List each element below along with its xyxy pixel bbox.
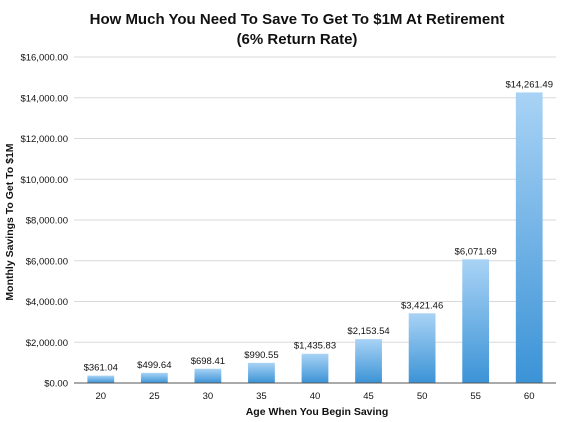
- data-label-age-60: $14,261.49: [505, 79, 553, 90]
- data-labels: $361.04 $499.64 $698.41 $990.55 $1,435.83 $2,…: [84, 79, 553, 373]
- chart-title: How Much You Need To Save To Get To $1M …: [90, 11, 505, 28]
- chart-subtitle: (6% Return Rate): [237, 31, 358, 48]
- bar-age-60: [515, 92, 543, 383]
- y-tick-label: $16,000.00: [20, 53, 68, 64]
- y-axis-ticks: $0.00 $2,000.00 $4,000.00 $6,000.00 $8,000.0…: [20, 53, 68, 390]
- data-label-age-20: $361.04: [84, 363, 118, 374]
- y-tick-label: $14,000.00: [20, 93, 68, 104]
- x-tick-label: 50: [417, 391, 428, 402]
- data-label-age-55: $6,071.69: [455, 246, 497, 257]
- bar-age-40: [301, 353, 329, 383]
- data-label-age-25: $499.64: [137, 360, 171, 371]
- y-tick-label: $8,000.00: [26, 216, 68, 227]
- x-tick-label: 35: [256, 391, 267, 402]
- x-tick-label: 45: [363, 391, 374, 402]
- bar-age-55: [462, 259, 490, 383]
- bar-age-25: [140, 372, 168, 383]
- data-label-age-45: $2,153.54: [347, 326, 389, 337]
- bar-age-35: [248, 362, 275, 383]
- y-axis-title: Monthly Savings To Get To $1M: [4, 143, 16, 300]
- data-label-age-50: $3,421.46: [401, 300, 443, 311]
- y-tick-label: $4,000.00: [26, 297, 68, 308]
- x-tick-label: 30: [203, 391, 214, 402]
- data-label-age-35: $990.55: [244, 350, 278, 361]
- x-axis-title: Age When You Begin Saving: [246, 406, 389, 418]
- y-tick-label: $10,000.00: [20, 175, 68, 186]
- gridlines: [74, 56, 556, 343]
- x-tick-label: 40: [310, 391, 321, 402]
- bar-age-45: [355, 339, 382, 383]
- x-axis-ticks: 20 25 30 35 40 45 50 55 60: [95, 391, 534, 402]
- x-tick-label: 60: [524, 391, 535, 402]
- bar-age-50: [408, 313, 436, 383]
- y-tick-label: $12,000.00: [20, 134, 68, 145]
- data-label-age-30: $698.41: [191, 356, 225, 367]
- x-tick-label: 25: [149, 391, 160, 402]
- x-tick-label: 55: [470, 391, 481, 402]
- y-tick-label: $6,000.00: [26, 256, 68, 267]
- bar-age-20: [87, 375, 115, 383]
- y-tick-label: $2,000.00: [26, 338, 68, 349]
- y-tick-label: $0.00: [44, 379, 68, 390]
- bar-age-30: [194, 368, 222, 383]
- bars: [87, 92, 543, 383]
- data-label-age-40: $1,435.83: [294, 341, 336, 352]
- x-tick-label: 20: [95, 391, 106, 402]
